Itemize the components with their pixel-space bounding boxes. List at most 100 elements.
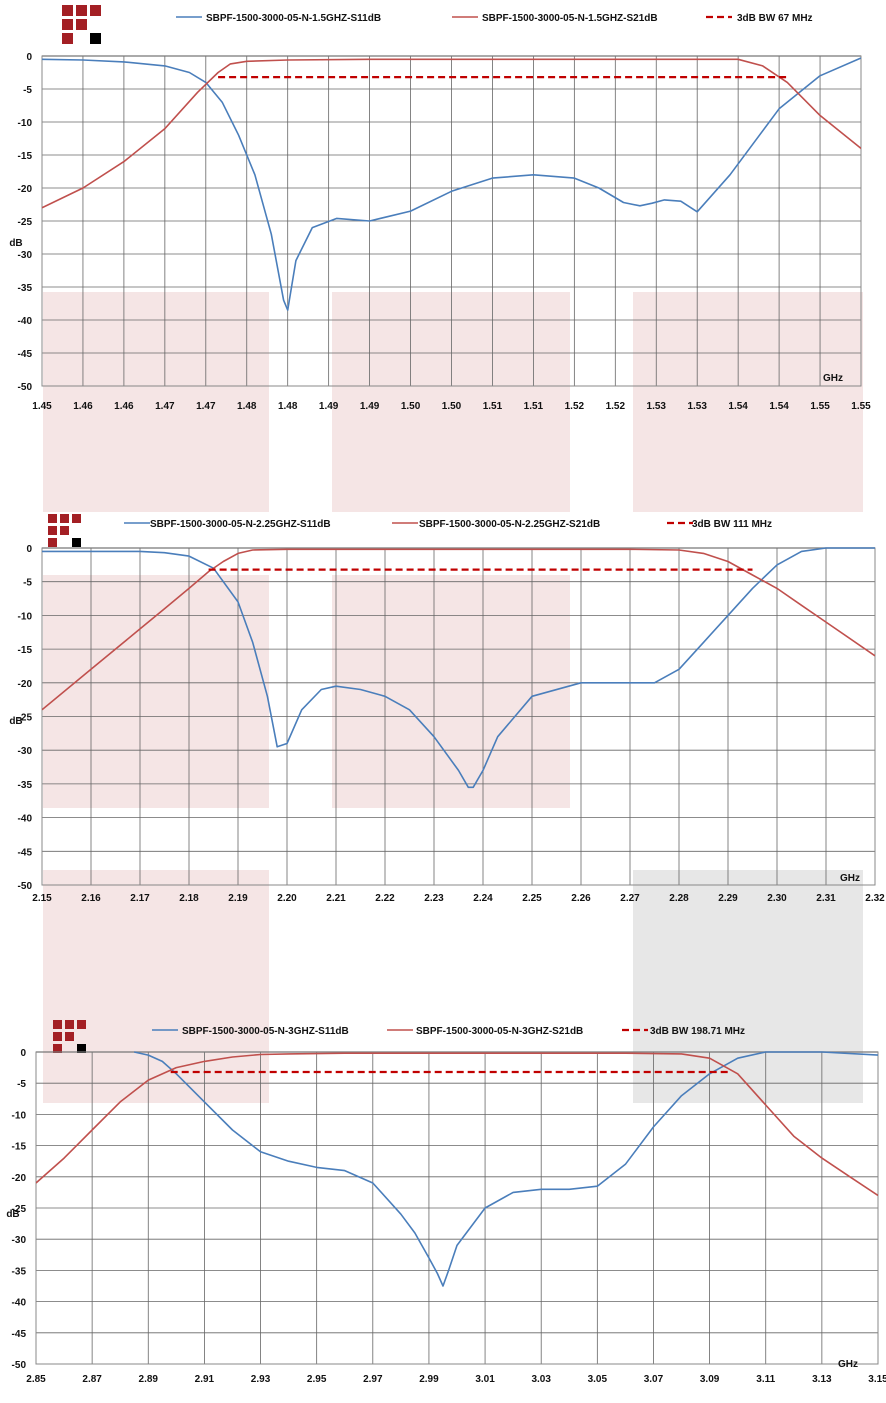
company-logo	[48, 514, 81, 547]
x-tick-label: 1.48	[237, 401, 257, 412]
x-tick-label: 3.05	[588, 1374, 608, 1385]
series-line-s21	[42, 58, 861, 209]
logo-block	[60, 514, 69, 523]
y-axis-label: dB	[6, 1209, 19, 1220]
x-tick-label: 2.29	[718, 893, 738, 904]
x-tick-label: 2.22	[375, 893, 395, 904]
x-tick-label: 1.48	[278, 401, 298, 412]
logo-block	[48, 538, 57, 547]
y-tick-label: -35	[18, 283, 33, 294]
x-tick-label: 2.31	[816, 893, 836, 904]
series-line-s11	[42, 57, 861, 311]
chart-panel-3: 0 -5 -10 -15 -20 -25 -30 -35 -40 -45 -50 2.85 2.87 2.…	[0, 1018, 886, 1403]
x-tick-label: 2.32	[865, 893, 885, 904]
logo-block	[60, 526, 69, 535]
x-tick-label: 1.53	[647, 401, 667, 412]
legend-label: SBPF-1500-3000-05-N-1.5GHZ-S21dB	[482, 13, 658, 24]
y-tick-label: -10	[18, 118, 33, 129]
x-tick-label: 2.85	[26, 1374, 46, 1385]
x-tick-label: 1.46	[114, 401, 134, 412]
y-tick-label: -15	[18, 645, 33, 656]
legend-label: SBPF-1500-3000-05-N-3GHZ-S21dB	[416, 1026, 583, 1037]
y-tick-label: -5	[23, 85, 32, 96]
chart-panel-2: 0 -5 -10 -15 -20 -25 -30 -35 -40 -45 -50 2.15 2.16 2.…	[0, 512, 886, 912]
logo-block	[65, 1032, 74, 1041]
x-tick-label: 3.03	[531, 1374, 551, 1385]
x-tick-label: 2.99	[419, 1374, 439, 1385]
logo-block	[77, 1044, 86, 1053]
logo-block	[76, 5, 87, 16]
company-logo	[62, 5, 101, 44]
x-tick-label: 1.54	[769, 401, 789, 412]
legend-label: 3dB BW 67 MHz	[737, 13, 813, 24]
x-tick-label: 2.23	[424, 893, 444, 904]
chart-svg-1: 0 -5 -10 -15 -20 -25 -30 -35 -40 -45 -50 1.45 1.46 1.…	[9, 5, 871, 412]
y-tick-label: -10	[12, 1110, 27, 1121]
chart-panel-1: 0 -5 -10 -15 -20 -25 -30 -35 -40 -45 -50 1.45 1.46 1.…	[0, 0, 886, 420]
x-tick-label: 2.20	[277, 893, 297, 904]
x-tick-label: 3.15	[868, 1374, 886, 1385]
y-tick-label: -40	[18, 316, 33, 327]
y-tick-label: -30	[18, 746, 33, 757]
logo-block	[48, 526, 57, 535]
y-tick-label: -30	[18, 250, 33, 261]
plot-area-border	[35, 1051, 879, 1365]
y-tick-label: -25	[18, 713, 33, 724]
x-axis-unit-label: GHz	[823, 373, 843, 384]
x-tick-label: 2.17	[130, 893, 150, 904]
chart-svg-3: 0 -5 -10 -15 -20 -25 -30 -35 -40 -45 -50 2.85 2.87 2.…	[6, 1020, 886, 1385]
legend-label: 3dB BW 198.71 MHz	[650, 1026, 745, 1037]
x-axis-unit-label: GHz	[838, 1359, 858, 1370]
grid-lines	[35, 1051, 879, 1365]
y-tick-label: 0	[20, 1048, 26, 1059]
logo-block	[62, 5, 73, 16]
plot-area-border	[41, 55, 862, 387]
logo-block	[77, 1020, 86, 1029]
y-tick-label: -50	[18, 881, 33, 892]
x-tick-label: 2.24	[473, 893, 493, 904]
x-tick-label: 1.51	[524, 401, 544, 412]
x-tick-label: 1.53	[687, 401, 707, 412]
x-tick-label: 3.07	[644, 1374, 664, 1385]
y-tick-label: 0	[26, 544, 32, 555]
chart-svg-2: 0 -5 -10 -15 -20 -25 -30 -35 -40 -45 -502.15 2.16 2.…	[9, 514, 885, 904]
y-tick-label: -50	[12, 1360, 27, 1371]
legend-label: SBPF-1500-3000-05-N-2.25GHZ-S11dB	[150, 519, 331, 530]
logo-block	[65, 1020, 74, 1029]
x-tick-label: 2.91	[195, 1374, 215, 1385]
x-tick-label: 2.27	[620, 893, 640, 904]
logo-block	[90, 5, 101, 16]
y-tick-label: -40	[12, 1298, 27, 1309]
x-tick-label: 2.28	[669, 893, 689, 904]
y-axis-label: dB	[9, 716, 22, 727]
grid-lines	[41, 547, 876, 886]
x-tick-label: 2.19	[228, 893, 248, 904]
x-tick-label: 1.49	[319, 401, 339, 412]
logo-block	[53, 1032, 62, 1041]
y-tick-label: -20	[18, 679, 33, 690]
y-tick-label: -25	[18, 217, 33, 228]
logo-block	[62, 19, 73, 30]
x-tick-label: 2.93	[251, 1374, 271, 1385]
y-tick-label: 0	[26, 52, 32, 63]
y-tick-label: -30	[12, 1235, 27, 1246]
x-tick-label: 1.52	[606, 401, 626, 412]
y-tick-label: -5	[23, 578, 32, 589]
x-tick-label: 1.55	[851, 401, 871, 412]
logo-block	[72, 538, 81, 547]
logo-block	[53, 1020, 62, 1029]
y-tick-label: -35	[12, 1266, 27, 1277]
y-tick-label: -25	[12, 1204, 27, 1215]
x-tick-label: 1.51	[483, 401, 503, 412]
logo-block	[76, 19, 87, 30]
y-tick-label: -45	[18, 349, 33, 360]
y-tick-label: -10	[18, 611, 33, 622]
x-tick-label: 1.50	[442, 401, 462, 412]
x-axis-unit-label: GHz	[840, 873, 860, 884]
x-tick-label: 2.89	[139, 1374, 159, 1385]
x-tick-label: 3.11	[756, 1374, 775, 1385]
legend-label: 3dB BW 111 MHz	[692, 519, 772, 530]
y-tick-label: -15	[12, 1142, 27, 1153]
x-tick-label: 2.21	[326, 893, 346, 904]
y-tick-label: -20	[18, 184, 33, 195]
